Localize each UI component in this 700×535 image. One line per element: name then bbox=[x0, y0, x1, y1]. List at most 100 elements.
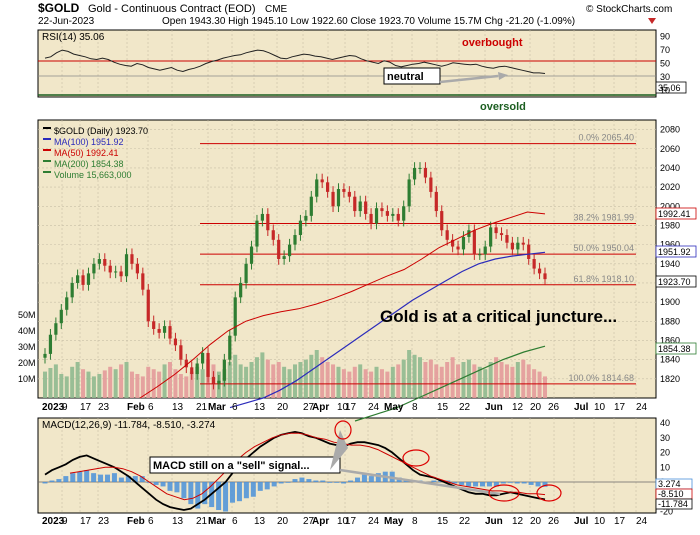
candle-body bbox=[434, 191, 438, 212]
macd-hist-bar bbox=[375, 473, 381, 482]
grid-lines bbox=[38, 30, 656, 513]
volume-tick-label: 50M bbox=[18, 310, 36, 320]
candle-body bbox=[418, 167, 422, 169]
x-axis-label: May bbox=[384, 516, 404, 527]
candle-body bbox=[59, 309, 63, 324]
rsi-tick-label: 10 bbox=[660, 85, 670, 95]
candle-body bbox=[114, 271, 118, 273]
candle-body bbox=[467, 230, 471, 237]
chart-exchange: CME bbox=[265, 4, 288, 15]
volume-bar bbox=[298, 362, 303, 398]
volume-bar bbox=[108, 366, 113, 398]
volume-bar bbox=[282, 366, 287, 398]
x-axis-label: Jul bbox=[574, 516, 589, 527]
volume-bar bbox=[521, 359, 526, 398]
candle-body bbox=[108, 265, 112, 273]
chart-description: Gold - Continuous Contract (EOD) bbox=[88, 3, 256, 15]
macd-tick-label: 10 bbox=[660, 462, 670, 472]
x-axis-label: 20 bbox=[277, 402, 289, 413]
price-tick-label: 1960 bbox=[660, 240, 680, 250]
volume-bar bbox=[325, 362, 330, 398]
macd-hist-bar bbox=[188, 482, 194, 505]
x-axis-label: 17 bbox=[80, 516, 92, 527]
candle-body bbox=[336, 189, 341, 207]
candle-body bbox=[396, 213, 400, 221]
volume-bar bbox=[461, 362, 466, 398]
volume-bar bbox=[504, 364, 509, 398]
candle-body bbox=[103, 259, 107, 266]
macd-circle-3 bbox=[488, 484, 520, 502]
candle-body bbox=[43, 353, 47, 358]
candle-body bbox=[162, 326, 167, 333]
macd-hist-bar bbox=[514, 482, 520, 484]
candle-body bbox=[70, 282, 74, 298]
candle-body bbox=[54, 323, 58, 335]
volume-bar bbox=[168, 362, 172, 398]
candle-body bbox=[304, 215, 308, 221]
x-axis-label: 17 bbox=[614, 402, 626, 413]
candle-body bbox=[451, 239, 455, 247]
volume-bar bbox=[59, 374, 64, 398]
price-tick-label: 2020 bbox=[660, 182, 680, 192]
macd-hist-bar bbox=[257, 482, 263, 491]
x-axis-label: 6 bbox=[232, 516, 238, 527]
x-axis-label: Jul bbox=[574, 402, 589, 413]
candle-body bbox=[374, 208, 379, 224]
macd-hist-bar bbox=[292, 479, 298, 482]
x-axis-label: 21 bbox=[196, 402, 208, 413]
x-axis-label: 10 bbox=[594, 402, 606, 413]
candle-body bbox=[173, 338, 178, 346]
rsi-tick-label: 30 bbox=[660, 72, 670, 82]
legend-swatch bbox=[43, 127, 51, 129]
candle-body bbox=[124, 254, 129, 277]
volume-tick-label: 30M bbox=[18, 342, 36, 352]
macd-hist-bar bbox=[77, 471, 83, 482]
ma50-line bbox=[139, 211, 546, 399]
macd-hist-bar bbox=[223, 482, 229, 512]
volume-bar bbox=[195, 366, 200, 398]
macd-hist-bar bbox=[202, 482, 208, 505]
legend-entry: Volume 15,663,000 bbox=[54, 170, 132, 180]
candle-body bbox=[440, 211, 444, 231]
macd-hist-bar bbox=[98, 474, 104, 482]
macd-hist-bar bbox=[278, 482, 284, 484]
volume-bar bbox=[494, 357, 499, 398]
x-axis-label: Mar bbox=[208, 516, 226, 527]
candle-body bbox=[358, 201, 362, 212]
macd-hist-bar bbox=[348, 480, 354, 482]
candle-body bbox=[146, 289, 150, 322]
fib-label: 50.0% 1950.04 bbox=[573, 243, 634, 253]
macd-hist-bar bbox=[327, 482, 333, 483]
volume-bar bbox=[129, 371, 134, 398]
x-axis-label: 12 bbox=[512, 516, 524, 527]
candle-body bbox=[423, 167, 428, 178]
macd-hist-bar bbox=[445, 480, 451, 482]
price-tick-label: 1980 bbox=[660, 220, 680, 230]
volume-bar bbox=[331, 364, 336, 398]
neutral-label-box bbox=[383, 67, 441, 85]
fib-label: 100.0% 1814.68 bbox=[568, 373, 634, 383]
macd-circle-4 bbox=[536, 484, 562, 502]
volume-bar bbox=[369, 371, 374, 398]
volume-bar bbox=[119, 364, 124, 398]
volume-bar bbox=[374, 366, 379, 398]
macd-hist-bar bbox=[271, 482, 277, 487]
volume-bar bbox=[434, 364, 439, 398]
volume-bar bbox=[238, 364, 243, 398]
candle-body bbox=[429, 177, 433, 192]
x-axis-label: 15 bbox=[437, 516, 449, 527]
macd-hist-bar bbox=[306, 479, 312, 482]
volume-bar bbox=[385, 371, 390, 398]
macd-panel bbox=[37, 417, 657, 514]
candle-body bbox=[391, 213, 395, 216]
volume-bar bbox=[48, 368, 53, 398]
macd-hist-bar bbox=[334, 482, 340, 483]
volume-bar bbox=[233, 354, 238, 398]
ma100-line bbox=[229, 251, 546, 409]
price-tick-label: 2040 bbox=[660, 163, 680, 173]
candle-body bbox=[521, 242, 525, 245]
x-axis-label: Feb bbox=[127, 402, 145, 413]
candle-body bbox=[287, 244, 292, 257]
macd-hist-bar bbox=[250, 482, 256, 497]
